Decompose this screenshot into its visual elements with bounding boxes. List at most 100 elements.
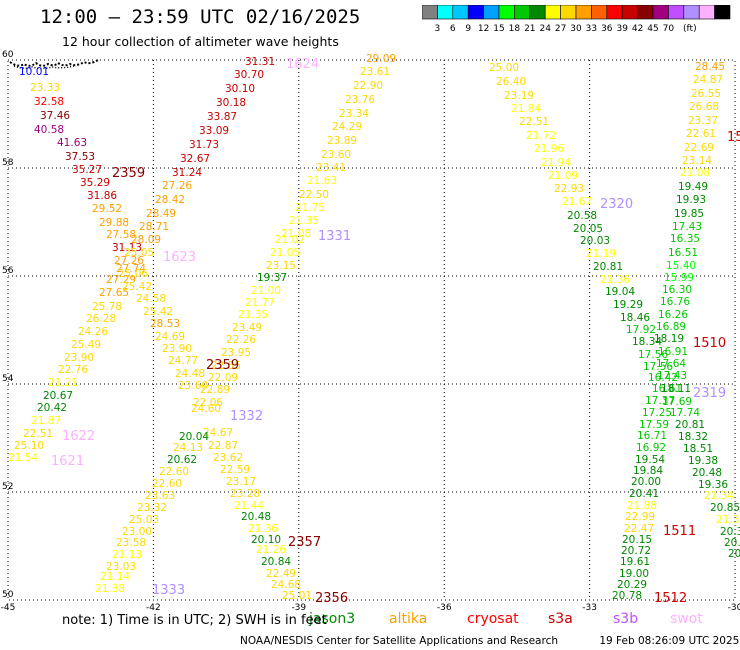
colorbar-label: 45 — [647, 24, 658, 34]
wave-height-value: 26.68 — [689, 101, 719, 113]
wave-height-value: 17.43 — [657, 370, 687, 382]
track-time-label: 1622 — [62, 429, 95, 444]
note-text: note: 1) Time is in UTC; 2) SWH is in fe… — [62, 613, 327, 628]
wave-height-value: 20.?? — [728, 548, 740, 560]
coastline — [9, 59, 99, 67]
wave-height-value: 21.35 — [289, 215, 319, 227]
colorbar-label: 36 — [601, 24, 613, 34]
wave-height-value: 35.27 — [72, 164, 102, 176]
track-time-label: 2356 — [315, 591, 348, 606]
wave-height-value: 28.49 — [146, 208, 176, 220]
wave-height-value: 37.53 — [65, 151, 95, 163]
wave-height-value: 23.76 — [345, 94, 375, 106]
wave-height-value: 23.14 — [682, 155, 712, 167]
wave-height-value: 20.33 — [720, 526, 740, 538]
wave-height-value: 20.81 — [593, 261, 623, 273]
wave-height-value: 23.89 — [327, 135, 357, 147]
wave-height-value: 17.56 — [643, 361, 673, 373]
wave-height-value: 31.24 — [172, 167, 202, 179]
wave-height-value: 21.02 — [275, 234, 305, 246]
wave-height-value: 16.76 — [660, 296, 690, 308]
wave-height-value: 18.51 — [683, 443, 713, 455]
wave-height-value: 21.96 — [534, 143, 564, 155]
wave-height-value: 21.63 — [307, 175, 337, 187]
wave-height-value: 25.03 — [129, 514, 159, 526]
wave-height-value: 35.29 — [80, 177, 110, 189]
wave-height-value: 22.51 — [23, 428, 53, 440]
wave-height-value: 23.63 — [145, 490, 175, 502]
wave-height-value: 23.34 — [339, 108, 369, 120]
wave-height-value: 23.15 — [266, 260, 296, 272]
wave-height-value: 24.48 — [175, 368, 205, 380]
track-time-label: 1623 — [163, 250, 196, 265]
wave-height-value: 23.60 — [178, 380, 208, 392]
wave-height-value: 23.00 — [122, 526, 152, 538]
wave-height-value: 21.00 — [251, 285, 281, 297]
wave-height-value: 21.36 — [600, 274, 630, 286]
wave-height-value: 21.26 — [256, 544, 286, 556]
wave-height-value: 23.32 — [137, 502, 167, 514]
wave-height-value: 21.21 — [48, 377, 78, 389]
wave-height-value: 24.26 — [78, 326, 108, 338]
wave-height-value: 19.04 — [605, 286, 635, 298]
wave-height-value: 17.74 — [670, 407, 700, 419]
wave-height-value: 17.64 — [656, 358, 686, 370]
wave-height-value: 19.38 — [688, 455, 718, 467]
wave-height-value: 20.15 — [622, 534, 652, 546]
wave-height-value: 20.29 — [617, 579, 647, 591]
wave-height-value: 23.61 — [360, 66, 390, 78]
wave-height-value: 21.09 — [548, 170, 578, 182]
wave-height-value: 20.42 — [37, 402, 67, 414]
wave-height-value: 22.09 — [208, 372, 238, 384]
wave-height-value: 18.32 — [678, 431, 708, 443]
wave-height-value: 41.63 — [57, 137, 87, 149]
footer-credit: NOAA/NESDIS Center for Satellite Applica… — [240, 635, 558, 647]
wave-height-value: 20.05 — [573, 223, 603, 235]
colorbar-label: 70 — [663, 24, 675, 34]
wave-height-value: 23.90 — [162, 343, 192, 355]
wave-height-value: 24.60 — [191, 403, 221, 415]
wave-height-value: 23.17 — [226, 476, 256, 488]
wave-height-value: 22.06 — [193, 397, 223, 409]
longitude-label: -36 — [437, 603, 452, 612]
wave-height-value: 21.94 — [541, 157, 571, 169]
track-time-label: 1511 — [663, 524, 696, 539]
wave-height-value: 20.10 — [251, 534, 281, 546]
longitude-label: -45 — [1, 603, 16, 612]
wave-height-value: 20.62 — [167, 454, 197, 466]
wave-height-value: 24.67 — [203, 427, 233, 439]
wave-height-value: 26.55 — [691, 88, 721, 100]
wave-height-value: 18.11 — [661, 383, 691, 395]
latitude-label: 60 — [2, 50, 14, 60]
wave-height-value: 31.86 — [87, 190, 117, 202]
wave-height-value: 21.84 — [511, 103, 541, 115]
wave-height-value: 27.26 — [114, 255, 144, 267]
wave-height-value: 16.92 — [636, 442, 666, 454]
legend-s3a: s3a — [548, 611, 573, 627]
wave-height-value: 20.81 — [675, 419, 705, 431]
wave-height-value: 23.28 — [230, 488, 260, 500]
track-time-label: 1333 — [152, 583, 185, 598]
wave-height-value: 21.05 — [270, 247, 300, 259]
wave-height-value: 20.48 — [241, 511, 271, 523]
wave-height-value: 22.89 — [200, 384, 230, 396]
wave-height-value: 24.77 — [168, 355, 198, 367]
footer: NOAA/NESDIS Center for Satellite Applica… — [240, 635, 739, 647]
wave-height-value: 21.08 — [281, 228, 311, 240]
track-time-label: 15 — [727, 130, 740, 145]
wave-height-value: 21.19 — [586, 248, 616, 260]
wave-height-value: 23.90 — [64, 352, 94, 364]
latitude-label: 54 — [2, 374, 14, 384]
wave-height-value: 23.62 — [213, 452, 243, 464]
colorbar-label: 6 — [450, 24, 456, 34]
colorbar-label: 24 — [539, 24, 551, 34]
wave-height-value: 18.46 — [620, 312, 650, 324]
wave-height-value: 24.29 — [332, 121, 362, 133]
wave-height-value: 21.08 — [680, 167, 710, 179]
wave-height-value: 19.84 — [633, 465, 663, 477]
wave-height-value: 23.95 — [221, 347, 251, 359]
wave-height-value: 19.00 — [619, 568, 649, 580]
wave-height-value: 27.58 — [106, 229, 136, 241]
wave-height-value: 22.60 — [152, 478, 182, 490]
wave-height-value: 17.69 — [662, 396, 692, 408]
